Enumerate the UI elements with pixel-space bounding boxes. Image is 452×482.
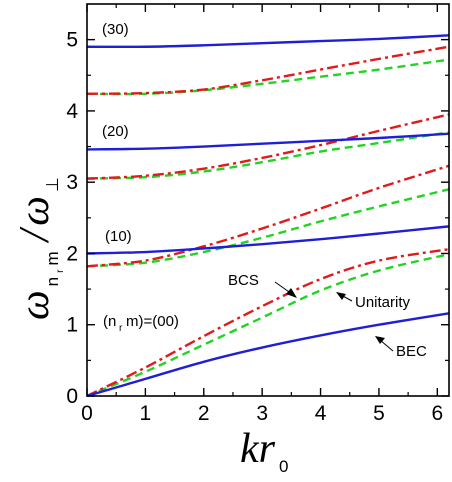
- x-tick-label: 0: [81, 402, 93, 425]
- series-unitarity-10: [86, 188, 450, 268]
- mode-label-00: (n r m)=(00): [103, 313, 179, 334]
- y-label-sub-m: m: [43, 251, 62, 265]
- bcs-label: BCS: [228, 272, 259, 289]
- bcs-arrowhead: [286, 288, 297, 298]
- series-bec-30: [86, 34, 450, 49]
- y-label-slash: /: [12, 226, 58, 243]
- ticks-layer: 0 1 2 3 4 5 6 0 1 2 3 4 5: [66, 4, 449, 425]
- x-tick-label: 1: [140, 402, 152, 425]
- series-bec-10: [86, 225, 450, 255]
- x-tick-label: 2: [198, 402, 210, 425]
- bec-arrowhead: [375, 336, 385, 344]
- series-bec-20: [86, 132, 450, 151]
- x-axis-label: kr 0: [240, 426, 288, 476]
- mode-label-20: (20): [102, 123, 129, 140]
- y-tick-label: 5: [66, 29, 78, 52]
- y-tick-label: 2: [66, 242, 78, 265]
- y-axis-label: ω n r m / ω ⊥: [12, 177, 67, 320]
- mode-label-30: (30): [102, 21, 129, 38]
- y-label-sub-n: n: [43, 277, 62, 286]
- y-label-omega: ω: [12, 290, 58, 320]
- x-axis-label-main: kr: [240, 426, 276, 472]
- unitarity-arrowhead: [336, 292, 346, 300]
- plot-frame: [86, 3, 450, 397]
- y-label-sub-r: r: [55, 269, 66, 273]
- series-bcs-10: [86, 164, 450, 268]
- y-tick-label: 4: [66, 100, 78, 123]
- x-axis-label-sub: 0: [279, 457, 288, 476]
- y-axis-label-text: ω n r m / ω ⊥: [12, 177, 67, 320]
- mode-label-00-sub: r: [119, 323, 123, 334]
- y-tick-label: 1: [66, 314, 78, 337]
- y-tick-label: 3: [66, 171, 78, 194]
- mode-label-10: (10): [105, 228, 132, 245]
- mode-label-00-pre: (n: [103, 313, 116, 330]
- series-unitarity-30: [86, 58, 450, 96]
- bec-label: BEC: [396, 343, 427, 360]
- mode-label-00-post: m)=(00): [126, 313, 179, 330]
- series-unitarity-00: [86, 253, 450, 398]
- series-unitarity-20: [86, 131, 450, 180]
- x-tick-label: 6: [431, 402, 443, 425]
- y-tick-label: 0: [66, 385, 78, 408]
- x-tick-label: 5: [373, 402, 385, 425]
- bec-arrow-line: [379, 339, 394, 352]
- unitarity-label: Unitarity: [355, 294, 411, 311]
- series-bec-00: [86, 312, 450, 398]
- y-label-omega-perp: ω: [12, 196, 58, 226]
- series-bcs-30: [86, 45, 450, 95]
- annotation-arrows: [274, 281, 394, 352]
- series-layer: [86, 34, 450, 398]
- y-label-perp: ⊥: [43, 177, 62, 192]
- x-tick-label: 3: [256, 402, 268, 425]
- series-bcs-20: [86, 113, 450, 180]
- x-tick-label: 4: [315, 402, 327, 425]
